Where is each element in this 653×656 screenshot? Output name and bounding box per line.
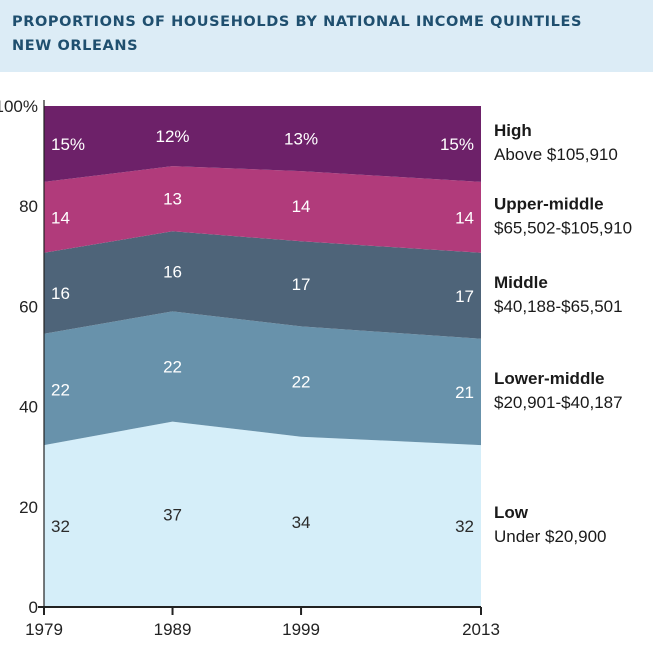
x-tick-label-1989: 1989 <box>154 620 192 639</box>
data-label-high-1999: 13% <box>284 130 318 149</box>
segment-labels: 32 37 34 32 22 22 22 21 16 16 17 17 14 13 14 14 15% 12% 13… <box>51 127 474 536</box>
y-tick-label-60: 60 <box>19 297 38 316</box>
data-label-middle-1999: 17 <box>292 275 311 294</box>
data-label-upper-middle-1989: 13 <box>163 190 182 209</box>
data-label-middle-2013: 17 <box>455 287 474 306</box>
data-label-low-1989: 37 <box>163 505 182 524</box>
data-label-middle-1989: 16 <box>163 262 182 281</box>
legend-name-upper-middle: Upper-middle <box>494 194 604 213</box>
y-tick-label-40: 40 <box>19 398 38 417</box>
area-lower-middle <box>44 311 481 446</box>
data-label-lower-middle-1999: 22 <box>292 373 311 392</box>
data-label-upper-middle-2013: 14 <box>455 208 474 227</box>
data-label-low-1979: 32 <box>51 517 70 536</box>
legend-range-middle: $40,188-$65,501 <box>494 297 623 316</box>
x-tick-label-1979: 1979 <box>25 620 63 639</box>
area-middle <box>44 231 481 339</box>
chart-header: PROPORTIONS OF HOUSEHOLDS BY NATIONAL IN… <box>0 0 653 72</box>
legend-range-low: Under $20,900 <box>494 527 606 546</box>
area-low <box>44 421 481 607</box>
legend-name-high: High <box>494 121 532 140</box>
data-label-lower-middle-1989: 22 <box>163 358 182 377</box>
legend-name-middle: Middle <box>494 273 548 292</box>
y-tick-label-80: 80 <box>19 197 38 216</box>
data-label-upper-middle-1979: 14 <box>51 208 70 227</box>
data-label-high-1979: 15% <box>51 135 85 154</box>
area-high <box>44 106 481 182</box>
legend-range-upper-middle: $65,502-$105,910 <box>494 218 632 237</box>
chart-subtitle: NEW ORLEANS <box>12 38 139 54</box>
area-layers <box>44 106 481 607</box>
chart-title: PROPORTIONS OF HOUSEHOLDS BY NATIONAL IN… <box>12 14 582 30</box>
data-label-middle-1979: 16 <box>51 284 70 303</box>
x-tick-label-2013: 2013 <box>462 620 500 639</box>
axes: 0 20 40 60 80 100% 1979 1989 1999 2013 <box>0 97 500 639</box>
data-label-high-1989: 12% <box>156 127 190 146</box>
legend-range-lower-middle: $20,901-$40,187 <box>494 393 623 412</box>
y-tick-label-20: 20 <box>19 498 38 517</box>
legend-name-low: Low <box>494 503 529 522</box>
data-label-high-2013: 15% <box>440 135 474 154</box>
data-label-lower-middle-2013: 21 <box>455 383 474 402</box>
area-upper-middle <box>44 166 481 253</box>
data-label-low-2013: 32 <box>455 517 474 536</box>
legend-range-high: Above $105,910 <box>494 145 618 164</box>
y-tick-label-100: 100% <box>0 97 38 116</box>
legend: Low Under $20,900 Lower-middle $20,901-$40,… <box>494 121 632 546</box>
data-label-upper-middle-1999: 14 <box>292 197 311 216</box>
legend-name-lower-middle: Lower-middle <box>494 369 605 388</box>
y-tick-label-0: 0 <box>29 598 38 617</box>
data-label-low-1999: 34 <box>292 513 311 532</box>
data-label-lower-middle-1979: 22 <box>51 380 70 399</box>
x-tick-label-1999: 1999 <box>282 620 320 639</box>
